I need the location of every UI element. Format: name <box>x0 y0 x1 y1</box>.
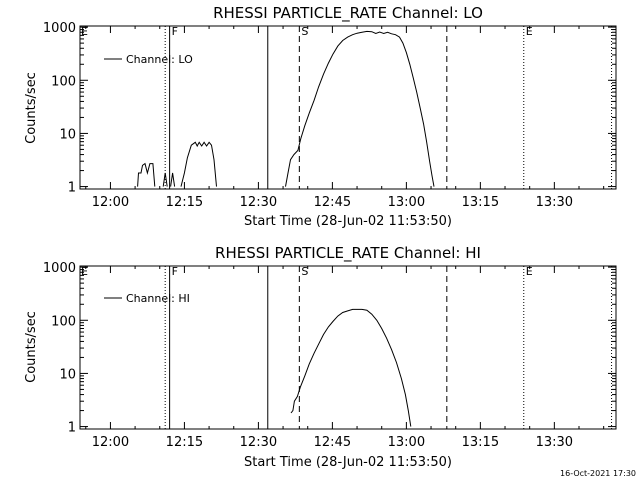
marker-label: F <box>172 265 178 278</box>
y-tick-label: 10 <box>59 127 76 142</box>
legend-label: Channel: HI <box>126 292 190 305</box>
series-line <box>180 141 217 187</box>
y-tick-label: 10 <box>59 367 76 382</box>
x-tick-label: 13:00 <box>388 435 425 450</box>
x-tick-label: 13:00 <box>388 195 425 210</box>
marker-label: F <box>172 25 178 38</box>
x-tick-label: 13:30 <box>536 435 573 450</box>
chart-title: RHESSI PARTICLE_RATE Channel: HI <box>215 244 481 263</box>
x-tick-label: 12:45 <box>314 435 351 450</box>
legend-label: Channel: LO <box>126 53 193 66</box>
marker-label: E <box>81 25 88 38</box>
y-tick-label: 1000 <box>43 21 76 36</box>
marker-label: E <box>526 25 533 38</box>
marker-label: S <box>301 265 308 278</box>
y-tick-label: 1 <box>68 421 76 436</box>
x-tick-label: 12:30 <box>240 195 277 210</box>
x-axis-label: Start Time (28-Jun-02 11:53:50) <box>244 214 452 229</box>
x-tick-label: 13:15 <box>462 195 499 210</box>
marker-label: E <box>81 265 88 278</box>
series-line <box>170 172 176 187</box>
marker-label: S <box>301 25 308 38</box>
chart-title: RHESSI PARTICLE_RATE Channel: LO <box>213 4 483 23</box>
x-axis-label: Start Time (28-Jun-02 11:53:50) <box>244 455 452 470</box>
x-tick-label: 12:00 <box>92 195 129 210</box>
footer-timestamp: 16-Oct-2021 17:30 <box>560 469 636 478</box>
y-tick-label: 100 <box>51 74 76 89</box>
series-line <box>290 308 412 427</box>
y-tick-label: 100 <box>51 314 76 329</box>
series-line <box>137 162 156 187</box>
x-tick-label: 13:30 <box>536 195 573 210</box>
plot-frame <box>79 25 617 190</box>
x-tick-label: 12:00 <box>92 435 129 450</box>
series-line <box>162 172 168 187</box>
y-axis-label: Counts/sec <box>24 311 39 383</box>
x-tick-label: 12:15 <box>166 435 203 450</box>
x-tick-label: 12:45 <box>314 195 351 210</box>
y-tick-label: 1000 <box>43 261 76 276</box>
plot-frame <box>79 265 617 430</box>
y-tick-label: 1 <box>68 181 76 196</box>
panel-hi: RHESSI PARTICLE_RATE Channel: HI Counts/… <box>24 244 617 470</box>
y-axis-label: Counts/sec <box>24 72 39 144</box>
series-line <box>285 30 435 187</box>
marker-label: E <box>526 265 533 278</box>
x-tick-label: 13:15 <box>462 435 499 450</box>
x-tick-label: 12:15 <box>166 195 203 210</box>
panel-lo: RHESSI PARTICLE_RATE Channel: LO Counts/… <box>24 4 617 229</box>
x-tick-label: 12:30 <box>240 435 277 450</box>
